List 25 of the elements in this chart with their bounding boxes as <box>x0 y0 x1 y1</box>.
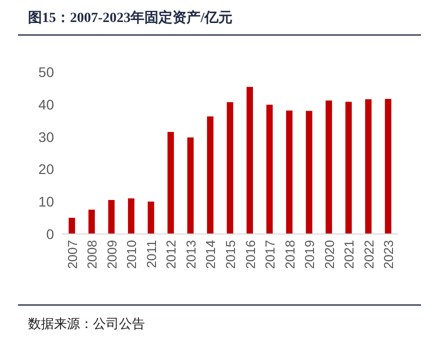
x-tick-label: 2019 <box>302 240 318 269</box>
y-tick-label: 0 <box>46 226 54 242</box>
x-tick-label: 2023 <box>381 240 396 269</box>
x-tick-label: 2018 <box>282 240 298 269</box>
y-tick-label: 40 <box>38 96 54 112</box>
x-tick-label: 2017 <box>262 240 278 269</box>
x-tick-label: 2015 <box>223 240 238 269</box>
title: 图15：2007-2023年固定资产/亿元 <box>28 11 233 26</box>
y-tick-label: 20 <box>38 161 54 178</box>
y-tick-label: 30 <box>38 128 54 145</box>
x-tick-label: 2010 <box>124 240 140 269</box>
x-tick-label: 2016 <box>242 240 258 269</box>
y-tick-label: 50 <box>38 64 54 80</box>
x-tick-label: 2021 <box>342 240 357 269</box>
x-tick-label: 2020 <box>322 240 337 269</box>
x-tick-label: 2013 <box>183 240 198 269</box>
source-note: 数据来源：公司公告 <box>28 316 145 331</box>
x-tick-label: 2012 <box>164 240 179 269</box>
y-tick-label: 10 <box>38 194 54 210</box>
x-tick-label: 2009 <box>104 240 120 269</box>
x-tick-label: 2007 <box>64 240 80 269</box>
x-tick-label: 2014 <box>203 240 218 269</box>
x-tick-label: 2022 <box>361 240 376 269</box>
x-tick-label: 2008 <box>84 240 100 269</box>
x-tick-label: 2011 <box>144 240 159 268</box>
